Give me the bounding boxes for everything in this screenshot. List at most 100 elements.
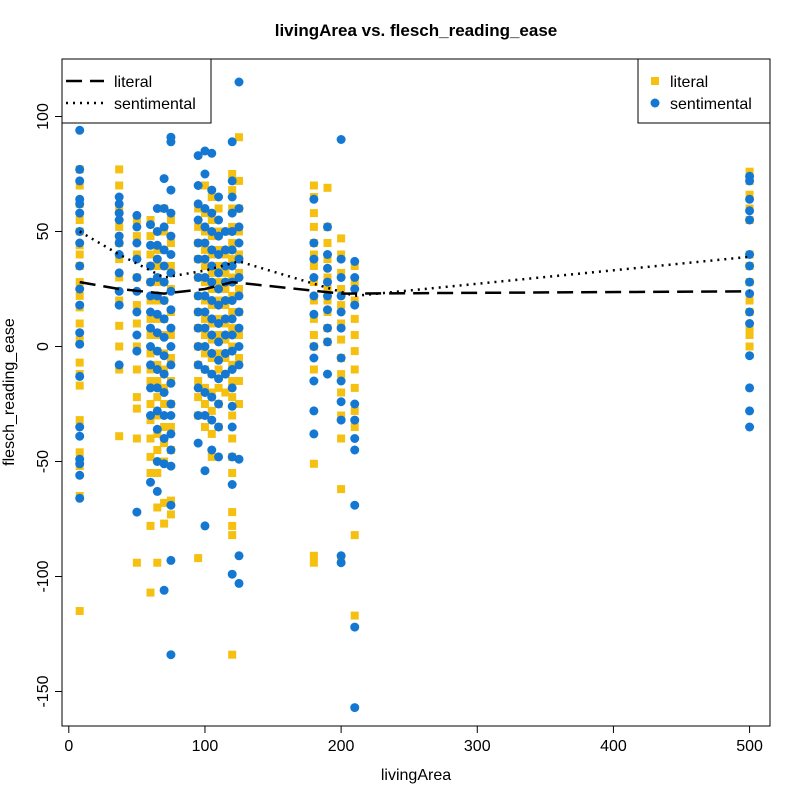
point-literal bbox=[132, 250, 141, 259]
point-sentimental bbox=[350, 284, 360, 294]
point-literal bbox=[75, 358, 84, 367]
point-literal bbox=[115, 165, 124, 174]
point-literal bbox=[132, 434, 141, 443]
point-literal bbox=[214, 278, 223, 287]
point-sentimental bbox=[114, 250, 124, 259]
point-literal bbox=[309, 459, 318, 468]
y-tick-label: 0 bbox=[35, 342, 52, 351]
point-sentimental bbox=[193, 215, 203, 225]
point-sentimental bbox=[214, 337, 224, 347]
y-tick-label: -150 bbox=[35, 675, 52, 707]
point-sentimental bbox=[227, 208, 237, 218]
point-sentimental bbox=[75, 284, 85, 294]
point-sentimental bbox=[309, 291, 319, 301]
point-sentimental bbox=[200, 307, 210, 317]
point-sentimental bbox=[200, 521, 210, 531]
point-sentimental bbox=[146, 307, 155, 317]
legend-label: literal bbox=[670, 74, 708, 91]
point-sentimental bbox=[745, 307, 755, 317]
point-literal bbox=[132, 404, 141, 413]
point-sentimental bbox=[159, 369, 169, 379]
point-sentimental bbox=[220, 296, 230, 305]
point-literal bbox=[221, 354, 230, 362]
point-literal bbox=[207, 452, 216, 461]
point-literal bbox=[75, 448, 84, 457]
point-literal bbox=[350, 262, 359, 270]
point-sentimental bbox=[309, 342, 319, 351]
point-sentimental bbox=[159, 434, 169, 443]
point-literal bbox=[200, 278, 209, 287]
point-literal bbox=[228, 255, 237, 264]
point-literal bbox=[200, 349, 209, 358]
legend-box-right bbox=[637, 58, 771, 124]
point-literal bbox=[146, 377, 155, 385]
point-literal bbox=[194, 377, 203, 385]
point-literal bbox=[221, 285, 230, 293]
point-sentimental bbox=[350, 273, 360, 282]
point-literal bbox=[200, 227, 209, 236]
point-sentimental bbox=[745, 194, 755, 204]
point-literal bbox=[228, 469, 237, 477]
point-sentimental bbox=[166, 650, 176, 660]
point-sentimental bbox=[193, 181, 203, 190]
point-sentimental bbox=[75, 164, 85, 174]
point-sentimental bbox=[75, 261, 85, 271]
point-literal bbox=[194, 554, 203, 563]
point-sentimental bbox=[200, 222, 210, 232]
point-literal bbox=[160, 423, 169, 431]
point-sentimental bbox=[220, 348, 230, 358]
point-sentimental bbox=[132, 254, 142, 264]
point-literal bbox=[337, 335, 346, 344]
point-sentimental bbox=[166, 429, 176, 439]
point-sentimental bbox=[132, 238, 142, 248]
point-sentimental bbox=[234, 323, 244, 333]
point-sentimental bbox=[193, 438, 203, 448]
point-literal bbox=[115, 296, 124, 305]
point-sentimental bbox=[207, 148, 217, 158]
point-sentimental bbox=[75, 422, 85, 432]
point-sentimental bbox=[166, 137, 176, 147]
point-literal bbox=[207, 250, 216, 259]
point-literal bbox=[75, 319, 84, 328]
point-literal bbox=[337, 301, 346, 310]
point-literal bbox=[309, 209, 318, 218]
point-sentimental bbox=[200, 388, 210, 397]
point-sentimental bbox=[152, 486, 162, 496]
point-sentimental bbox=[309, 194, 319, 204]
point-sentimental bbox=[193, 291, 203, 301]
point-sentimental bbox=[159, 388, 169, 397]
point-literal bbox=[160, 439, 169, 448]
point-literal bbox=[160, 365, 169, 374]
point-sentimental bbox=[220, 227, 230, 236]
point-sentimental bbox=[309, 254, 319, 264]
point-literal bbox=[207, 232, 216, 241]
y-tick-label: -50 bbox=[35, 450, 52, 473]
point-sentimental bbox=[166, 342, 176, 351]
point-sentimental bbox=[75, 371, 85, 381]
point-sentimental bbox=[227, 346, 237, 356]
point-literal bbox=[153, 278, 162, 287]
point-sentimental bbox=[166, 323, 176, 333]
point-sentimental bbox=[114, 199, 124, 209]
point-sentimental bbox=[227, 192, 237, 202]
point-sentimental bbox=[309, 406, 319, 416]
point-sentimental bbox=[193, 360, 203, 370]
point-sentimental bbox=[166, 461, 176, 471]
point-sentimental bbox=[200, 273, 210, 282]
point-sentimental bbox=[220, 245, 230, 255]
point-sentimental bbox=[114, 231, 124, 241]
point-sentimental bbox=[350, 703, 360, 713]
point-sentimental bbox=[214, 250, 224, 259]
point-sentimental bbox=[745, 383, 755, 393]
point-sentimental bbox=[132, 330, 142, 340]
point-literal bbox=[207, 193, 216, 201]
point-sentimental bbox=[336, 307, 346, 317]
x-axis: 0 100 200 300 400 500 bbox=[64, 725, 763, 755]
point-literal bbox=[153, 558, 162, 567]
point-sentimental bbox=[152, 227, 162, 236]
point-sentimental bbox=[152, 365, 162, 374]
point-sentimental bbox=[227, 314, 237, 324]
point-sentimental bbox=[75, 459, 85, 469]
point-sentimental bbox=[323, 305, 332, 315]
point-sentimental bbox=[745, 351, 755, 361]
